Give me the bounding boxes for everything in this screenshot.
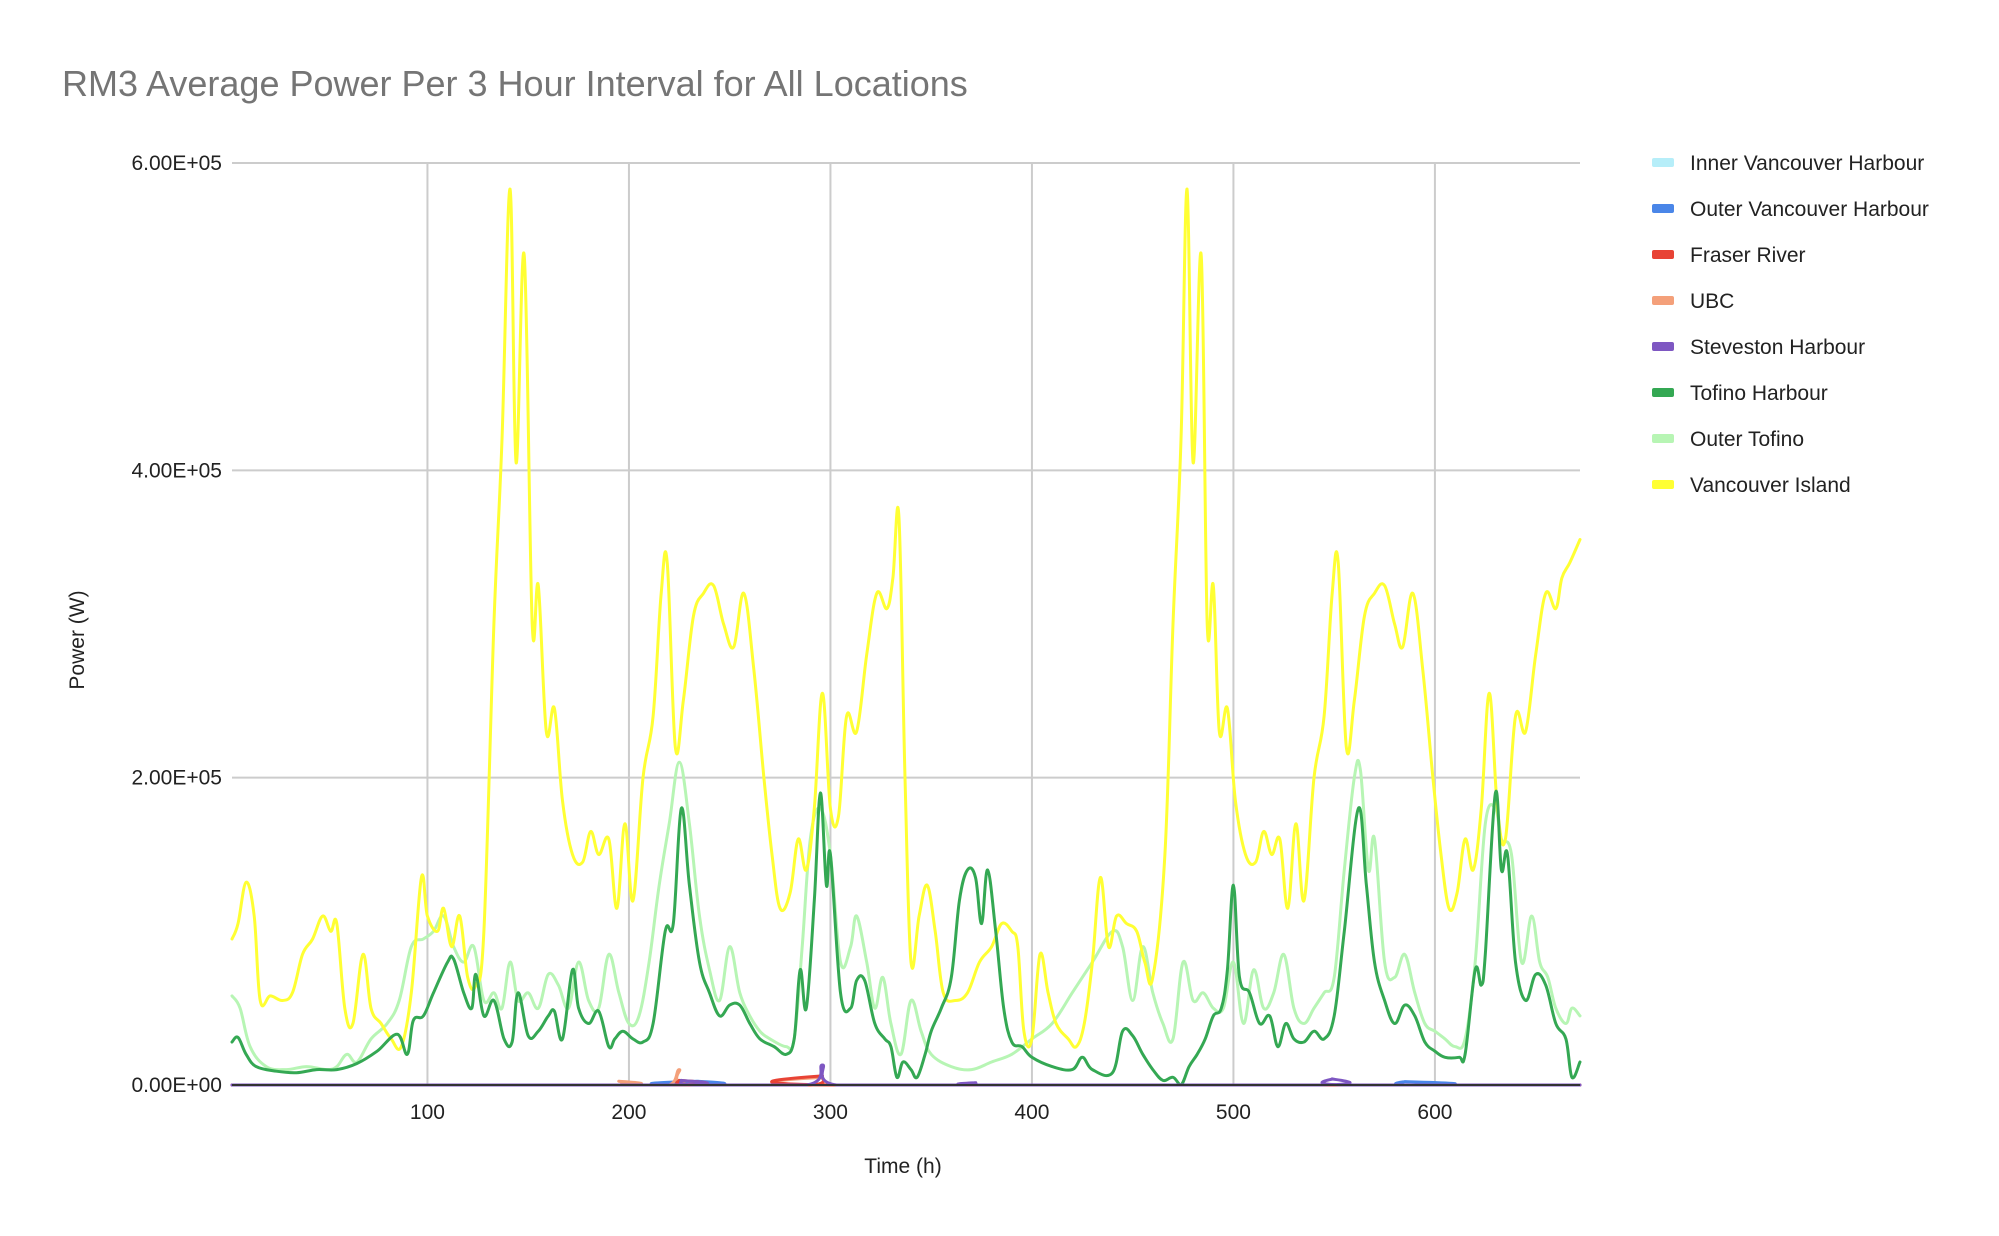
y-tick-label: 0.00E+00 — [131, 1074, 222, 1097]
legend-label-inner-vancouver-harbour: Inner Vancouver Harbour — [1690, 152, 1924, 175]
legend-label-steveston-harbour: Steveston Harbour — [1690, 336, 1865, 359]
legend-swatch-tofino-harbour — [1652, 388, 1674, 397]
series-line-outer-tofino — [230, 758, 1582, 1072]
legend-swatch-ubc — [1652, 296, 1674, 305]
y-tick-label: 2.00E+05 — [131, 767, 222, 790]
legend-swatch-outer-vancouver-harbour — [1652, 204, 1674, 213]
legend-swatch-vancouver-island — [1652, 480, 1674, 489]
legend-label-outer-tofino: Outer Tofino — [1690, 428, 1804, 451]
legend-swatch-inner-vancouver-harbour — [1652, 158, 1674, 167]
legend-label-outer-vancouver-harbour: Outer Vancouver Harbour — [1690, 198, 1929, 221]
x-tick-labels: 100 200 300 400 500 600 — [410, 1101, 1453, 1124]
x-tick-label: 600 — [1417, 1101, 1452, 1124]
x-tick-label: 300 — [813, 1101, 848, 1124]
legend-swatch-steveston-harbour — [1652, 342, 1674, 351]
legend-label-vancouver-island: Vancouver Island — [1690, 474, 1851, 497]
x-tick-label: 200 — [611, 1101, 646, 1124]
y-tick-labels: 0.00E+00 2.00E+05 4.00E+05 6.00E+05 — [131, 152, 222, 1097]
series-line-vancouver-island — [230, 187, 1582, 1051]
y-tick-label: 6.00E+05 — [131, 152, 222, 175]
gridlines — [232, 162, 1580, 1086]
x-tick-label: 400 — [1014, 1101, 1049, 1124]
legend-swatch-outer-tofino — [1652, 434, 1674, 443]
x-tick-label: 500 — [1216, 1101, 1251, 1124]
legend-swatch-fraser-river — [1652, 250, 1674, 259]
y-tick-label: 4.00E+05 — [131, 459, 222, 482]
x-tick-label: 100 — [410, 1101, 445, 1124]
series-line-tofino-harbour — [230, 789, 1582, 1087]
x-axis-label: Time (h) — [864, 1155, 941, 1178]
legend-label-ubc: UBC — [1690, 290, 1734, 313]
chart-title: RM3 Average Power Per 3 Hour Interval fo… — [62, 63, 968, 104]
legend-label-fraser-river: Fraser River — [1690, 244, 1806, 267]
y-axis-label: Power (W) — [66, 590, 89, 689]
legend: Inner Vancouver Harbour Outer Vancouver H… — [1652, 152, 1929, 497]
legend-label-tofino-harbour: Tofino Harbour — [1690, 382, 1828, 405]
